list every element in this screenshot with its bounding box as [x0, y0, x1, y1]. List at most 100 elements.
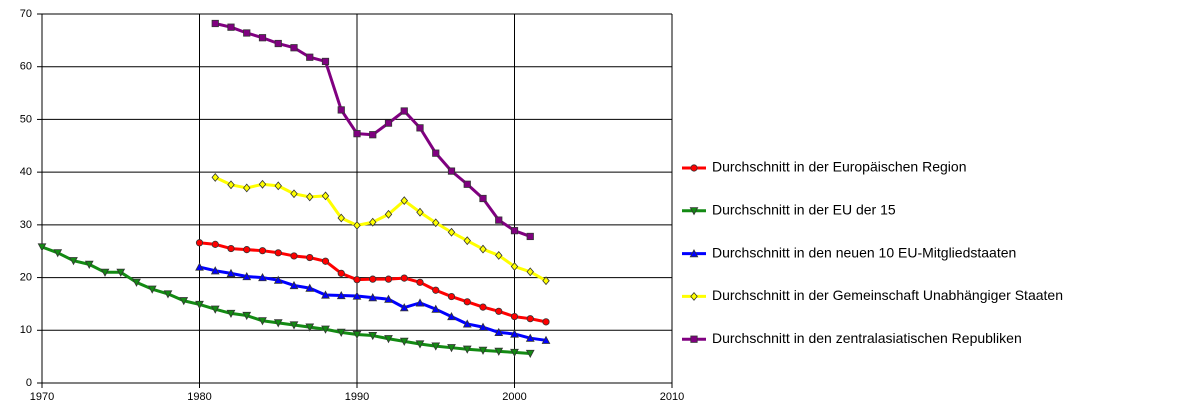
marker: [290, 252, 298, 260]
marker: [368, 331, 378, 341]
x-tick-label: 1990: [345, 391, 369, 403]
marker: [462, 319, 472, 328]
y-tick-label: 0: [26, 377, 32, 389]
marker: [242, 271, 252, 281]
series: [195, 239, 550, 326]
marker: [211, 240, 219, 248]
marker: [289, 321, 299, 330]
marker: [525, 333, 535, 342]
marker: [243, 29, 251, 37]
marker: [479, 303, 487, 311]
marker: [306, 192, 314, 202]
marker: [479, 244, 487, 254]
marker: [400, 274, 408, 282]
legend-label: Durchschnitt in den neuen 10 EU-Mitglied…: [712, 244, 1016, 260]
marker: [321, 325, 330, 334]
legend-marker: [690, 291, 698, 301]
marker: [525, 349, 535, 359]
legend-marker: [690, 164, 698, 172]
marker: [416, 124, 424, 132]
marker: [415, 298, 425, 307]
marker: [495, 251, 503, 260]
x-tick-label: 2000: [502, 391, 526, 403]
marker: [399, 303, 409, 312]
marker: [116, 268, 126, 277]
marker: [353, 130, 361, 138]
marker: [274, 39, 282, 48]
marker: [510, 227, 519, 235]
marker: [416, 278, 424, 286]
marker: [495, 307, 503, 315]
marker: [258, 247, 267, 255]
legend-marker: [689, 207, 699, 216]
y-tick-label: 50: [20, 113, 32, 125]
series: [37, 243, 535, 359]
marker: [384, 335, 393, 344]
marker: [336, 290, 346, 300]
marker: [369, 217, 377, 227]
marker: [353, 276, 361, 284]
marker: [542, 276, 550, 286]
marker: [321, 191, 330, 201]
marker: [447, 312, 456, 321]
marker: [273, 275, 283, 284]
marker: [447, 292, 456, 301]
marker: [447, 167, 456, 175]
marker: [179, 297, 189, 306]
marker: [541, 335, 551, 344]
marker: [510, 348, 519, 357]
marker: [305, 323, 315, 332]
marker: [147, 285, 157, 294]
marker: [289, 280, 299, 290]
marker: [273, 319, 283, 328]
y-tick-label: 10: [20, 324, 32, 336]
marker: [290, 44, 298, 52]
marker: [510, 312, 519, 321]
marker: [368, 293, 378, 302]
marker: [258, 179, 267, 189]
marker: [431, 304, 441, 313]
series-line: [41, 245, 531, 355]
marker: [84, 260, 94, 269]
marker: [494, 347, 504, 356]
marker: [353, 220, 361, 230]
marker: [210, 266, 220, 275]
marker: [195, 239, 204, 247]
y-tick-label: 60: [20, 61, 32, 73]
marker: [526, 315, 534, 323]
marker: [336, 328, 346, 337]
marker: [226, 268, 236, 277]
marker: [305, 283, 315, 292]
marker: [210, 305, 220, 314]
marker: [479, 194, 487, 203]
marker: [321, 257, 330, 265]
marker: [415, 340, 425, 349]
y-tick-label: 30: [20, 219, 32, 231]
series: [211, 19, 534, 241]
marker: [226, 309, 236, 318]
marker: [227, 23, 235, 31]
marker: [384, 275, 393, 283]
marker: [526, 232, 534, 241]
marker: [495, 216, 503, 224]
marker: [321, 57, 330, 66]
marker: [462, 345, 472, 354]
marker: [352, 291, 362, 300]
marker: [337, 213, 345, 223]
x-tick-label: 2010: [660, 391, 684, 403]
marker: [510, 262, 519, 271]
marker: [432, 149, 440, 157]
legend-marker: [690, 335, 698, 343]
legend-marker: [689, 249, 699, 258]
marker: [258, 317, 267, 326]
marker: [337, 269, 345, 277]
x-tick-label: 1980: [187, 391, 211, 403]
marker: [211, 19, 219, 28]
legend-label: Durchschnitt in der Gemeinschaft Unabhän…: [712, 287, 1063, 303]
y-tick-label: 70: [20, 8, 32, 20]
marker: [243, 246, 251, 254]
marker: [431, 342, 441, 351]
marker: [195, 262, 204, 271]
marker: [447, 227, 456, 237]
